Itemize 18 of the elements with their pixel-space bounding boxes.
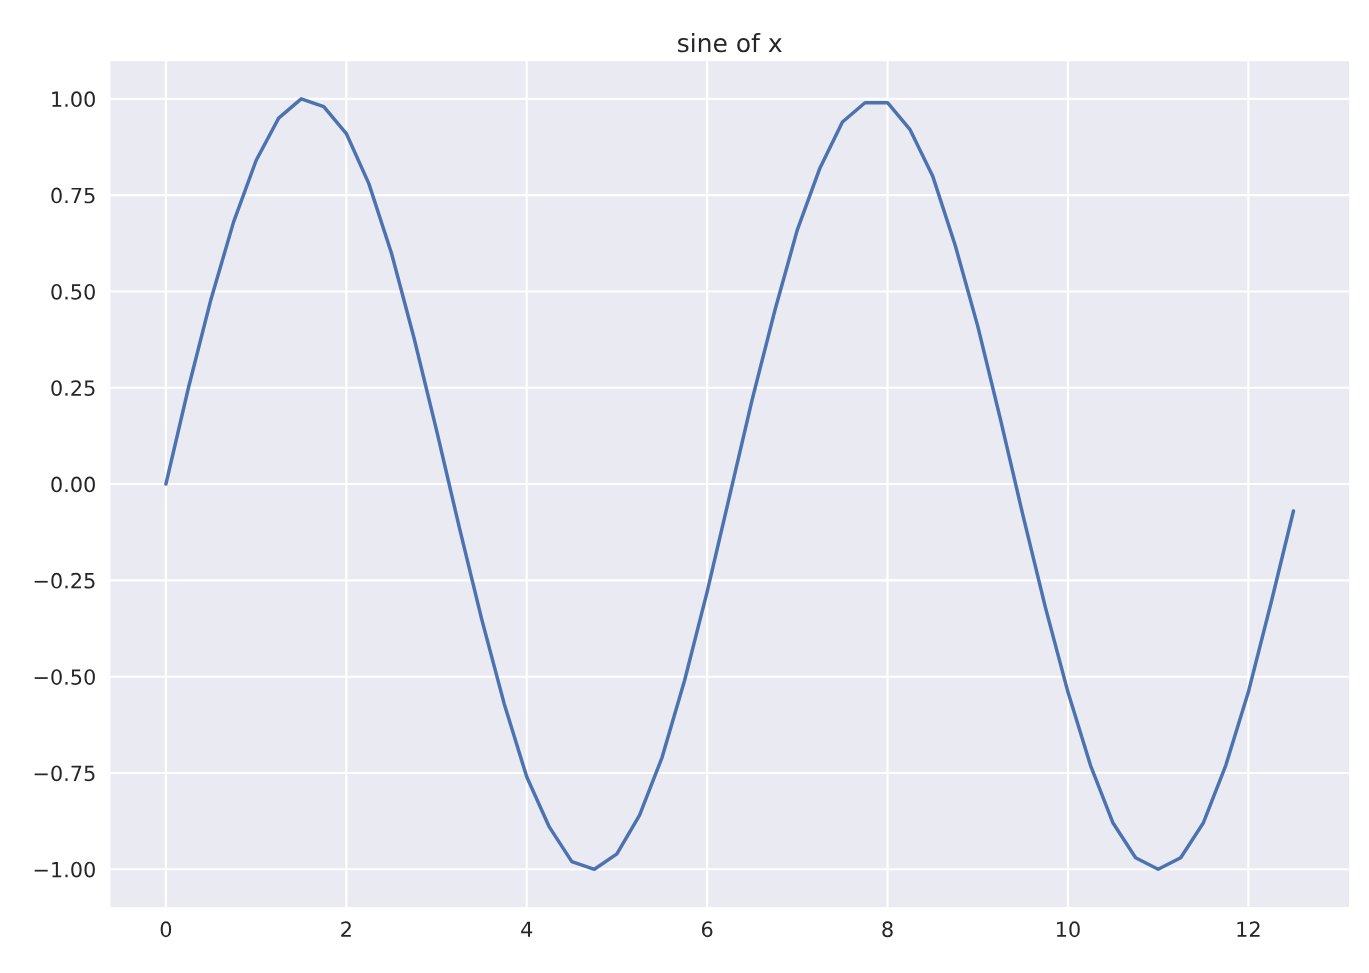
- x-tick-label: 12: [1237, 921, 1260, 937]
- x-tick-label: 6: [701, 921, 713, 938]
- y-tick-label: 0.75: [51, 187, 95, 204]
- line-series: [164, 97, 1296, 872]
- y-tick-label: 0.50: [51, 283, 95, 300]
- y-tick-label: 0.00: [51, 476, 95, 493]
- y-tick-label: −0.75: [34, 765, 95, 782]
- y-tick-label: −1.00: [34, 861, 95, 878]
- x-tick-label: 4: [521, 921, 533, 937]
- y-tick-label: 0.25: [51, 380, 95, 396]
- y-tick-label: 1.00: [52, 91, 95, 108]
- y-tick-label: −0.50: [34, 669, 95, 685]
- x-tick-label: 8: [882, 921, 893, 938]
- x-tick-label: 2: [341, 921, 351, 937]
- x-tick-label: 10: [1056, 921, 1080, 938]
- x-tick-label: 0: [160, 921, 172, 938]
- y-tick-label: −0.25: [34, 572, 95, 589]
- chart-title: sine of x: [678, 33, 782, 53]
